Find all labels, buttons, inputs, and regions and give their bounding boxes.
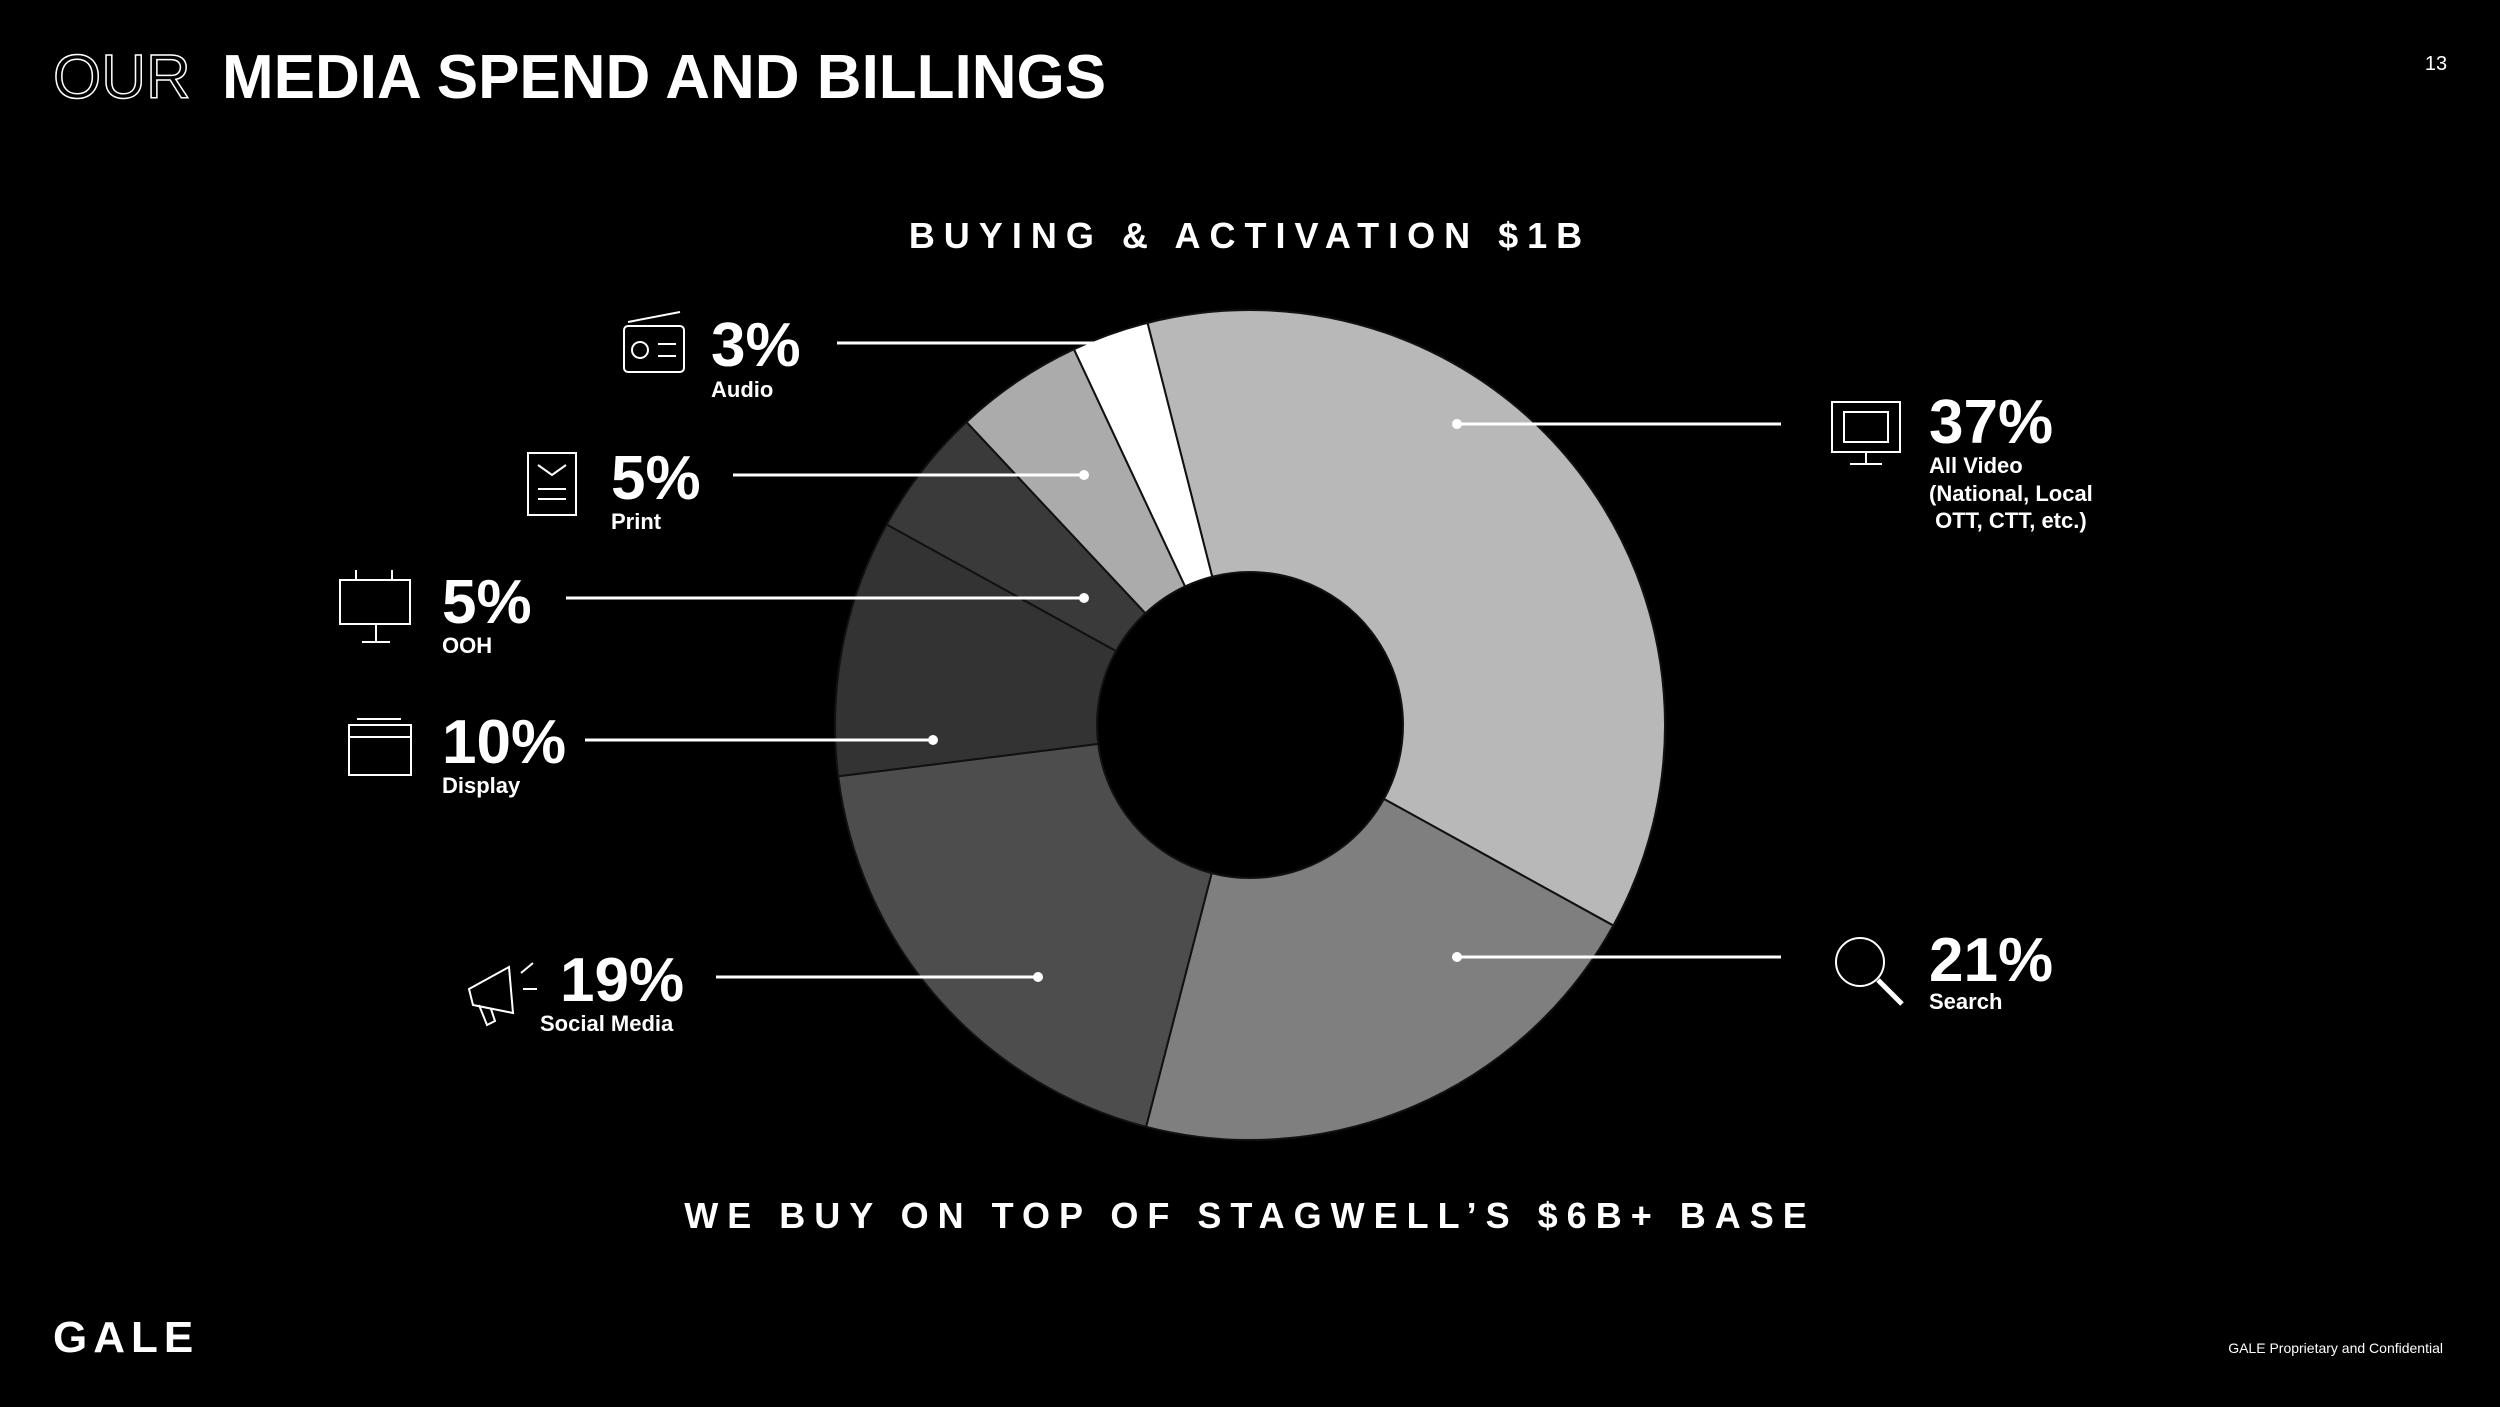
category-icon: [527, 452, 577, 516]
value-label: 5%: [611, 444, 701, 513]
icon-stroke: [478, 1004, 497, 1027]
icon-stroke: [623, 325, 685, 373]
icon-stroke: [527, 452, 577, 516]
category-label: Search: [1929, 989, 2003, 1014]
value-label: 21%: [1929, 926, 2054, 995]
value-label: 37%: [1929, 388, 2054, 457]
category-label: Social Media: [540, 1011, 674, 1036]
confidential-note: GALE Proprietary and Confidential: [2228, 1340, 2443, 1356]
category-label: Print: [611, 509, 662, 534]
icon-stroke: [1843, 411, 1889, 443]
icon-stroke: [1876, 978, 1904, 1006]
value-label: 19%: [560, 946, 685, 1015]
icon-stroke: [1835, 937, 1885, 987]
leader-dot: [1452, 952, 1462, 962]
icon-stroke: [467, 965, 515, 1015]
value-label: 3%: [711, 311, 801, 380]
category-icon: [623, 311, 685, 373]
leader-dot: [1033, 972, 1043, 982]
leader-dot: [1079, 470, 1089, 480]
slide-title: OUR MEDIA SPEND AND BILLINGS: [53, 43, 1106, 112]
pie-slice: [837, 742, 1213, 1128]
value-label: 10%: [442, 708, 567, 777]
category-label: OOH: [442, 633, 493, 658]
leader-dot: [1452, 419, 1462, 429]
icon-stroke: [537, 464, 567, 477]
icon-stroke: [631, 341, 649, 359]
icon-stroke: [520, 962, 534, 974]
leader-dot: [1079, 593, 1089, 603]
category-label: All Video (National, Local OTT, CTT, etc…: [1929, 453, 2093, 533]
icon-stroke: [348, 724, 412, 776]
category-label: Display: [442, 773, 521, 798]
category-icon: [1831, 401, 1901, 465]
chart-title: BUYING & ACTIVATION $1B: [909, 215, 1591, 256]
category-icon: [1835, 937, 1904, 1006]
logo: GALE: [53, 1313, 199, 1362]
leader-dot: [928, 735, 938, 745]
icon-stroke: [627, 311, 681, 323]
icon-stroke: [1831, 401, 1901, 453]
category-icon: [339, 570, 411, 643]
leader-dot: [1106, 338, 1116, 348]
value-label: 5%: [442, 568, 532, 637]
page-number: 13: [2425, 53, 2447, 75]
annotation: WE BUY ON TOP OF STAGWELL’S $6B+ BASE: [684, 1195, 1815, 1236]
title-light: OUR: [53, 43, 191, 112]
pie-slice: [1144, 797, 1615, 1141]
icon-stroke: [339, 579, 411, 625]
category-icon: [348, 718, 412, 776]
category-icon: [467, 962, 537, 1027]
title-bold: MEDIA SPEND AND BILLINGS: [222, 43, 1106, 112]
pie-slice: [1072, 321, 1214, 588]
pie-slice: [834, 523, 1118, 778]
pie-slice: [1146, 309, 1666, 927]
category-label: Audio: [711, 377, 774, 402]
